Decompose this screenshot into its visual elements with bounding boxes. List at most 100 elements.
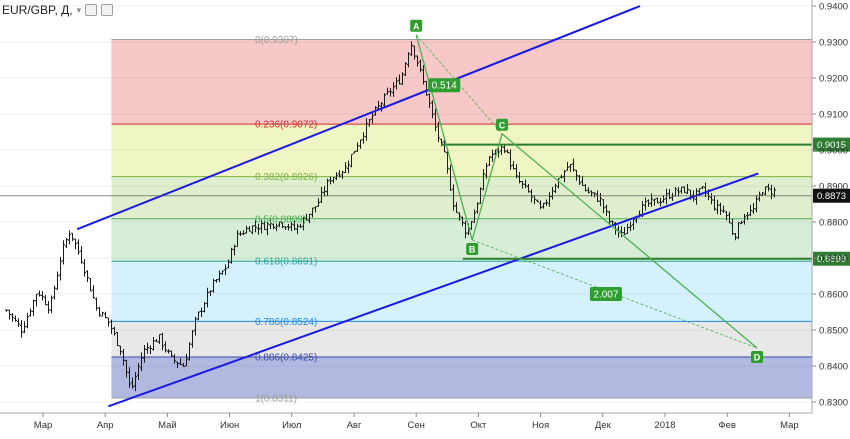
ohlc-bar <box>173 354 176 364</box>
x-tick-label: Дек <box>595 420 612 431</box>
ohlc-bar <box>401 72 404 85</box>
ohlc-bar <box>299 223 302 229</box>
ohlc-bar <box>608 210 611 224</box>
ohlc-bar <box>329 176 332 185</box>
ohlc-bar <box>527 183 530 193</box>
ohlc-bar <box>398 74 401 85</box>
y-tick-label: 0.8700 <box>819 254 848 265</box>
ohlc-bar <box>464 220 467 239</box>
pattern-point-marker[interactable] <box>466 243 479 255</box>
settings-icon[interactable] <box>85 4 98 16</box>
ohlc-bar <box>446 148 449 174</box>
ohlc-bar <box>140 352 143 372</box>
ohlc-bar <box>44 294 47 306</box>
ohlc-bar <box>413 45 416 60</box>
pattern-point-label: D <box>754 353 761 363</box>
ohlc-bar <box>179 358 182 366</box>
ohlc-bar <box>152 337 155 351</box>
ohlc-bar <box>359 139 362 149</box>
ohlc-bar <box>584 183 587 192</box>
ohlc-bar <box>677 187 680 197</box>
y-tick-label: 0.9100 <box>819 110 848 121</box>
ohlc-bar <box>473 209 476 223</box>
x-tick-label: Апр <box>97 420 114 431</box>
x-tick-label: Мар <box>34 420 53 431</box>
ohlc-bar <box>272 223 275 230</box>
ohlc-bar <box>125 359 128 378</box>
ohlc-bar <box>233 244 236 256</box>
ohlc-bar <box>11 313 14 322</box>
ohlc-bar <box>758 191 761 202</box>
ohlc-bar <box>215 279 218 283</box>
ohlc-bar <box>47 301 50 314</box>
pattern-point-marker[interactable] <box>751 351 764 363</box>
ohlc-bar <box>623 227 626 236</box>
ohlc-bar <box>752 202 755 214</box>
ohlc-bar <box>482 169 485 191</box>
ohlc-bar <box>656 197 659 204</box>
ohlc-bar <box>746 212 749 221</box>
ohlc-bar <box>65 237 68 249</box>
pattern-point-marker[interactable] <box>496 118 509 131</box>
x-tick-label: 2018 <box>654 420 675 431</box>
y-tick-label: 0.8900 <box>819 182 848 193</box>
ohlc-bar <box>386 87 389 95</box>
x-tick-label: Фев <box>718 420 736 431</box>
ohlc-bar <box>728 211 731 224</box>
ohlc-bar <box>632 218 635 230</box>
ohlc-bar <box>734 233 737 241</box>
ohlc-bar <box>296 223 299 235</box>
ohlc-bar <box>518 171 521 184</box>
ohlc-bar <box>392 82 395 97</box>
ohlc-bar <box>77 239 80 255</box>
ohlc-bar <box>332 177 335 184</box>
chart-header: EUR/GBP, Д, ▾ <box>2 1 114 19</box>
ohlc-bar <box>320 186 323 203</box>
symbol-title[interactable]: EUR/GBP, Д, <box>2 3 73 17</box>
channel-lower-line[interactable] <box>107 172 759 408</box>
chevron-down-icon[interactable]: ▾ <box>76 4 82 15</box>
ohlc-bar <box>557 178 560 189</box>
ohlc-bar <box>767 183 770 192</box>
fib-zone <box>111 39 813 125</box>
ohlc-bar <box>683 186 686 193</box>
fib-level-label: 0.886(0.8425) <box>255 353 317 364</box>
ohlc-bar <box>83 259 86 277</box>
ohlc-bar <box>80 245 83 264</box>
ohlc-bar <box>326 178 329 197</box>
x-tick-label: Июн <box>220 420 239 431</box>
ohlc-bar <box>200 307 203 317</box>
ohlc-bar <box>314 206 317 213</box>
ohlc-bar <box>197 311 200 321</box>
ohlc-bar <box>470 221 473 230</box>
pattern-point-marker[interactable] <box>410 19 423 32</box>
ohlc-bar <box>35 293 38 307</box>
ohlc-bar <box>521 181 524 189</box>
ohlc-bar <box>620 226 623 238</box>
channel-upper-line[interactable] <box>76 5 641 231</box>
ohlc-bar <box>572 158 575 172</box>
ohlc-bar <box>167 349 170 354</box>
ohlc-bar <box>680 186 683 194</box>
x-tick-label: Мар <box>780 420 799 431</box>
ohlc-bar <box>542 202 545 209</box>
ohlc-bar <box>212 278 215 293</box>
ohlc-bar <box>101 311 104 317</box>
ohlc-bar <box>317 198 320 207</box>
ohlc-bar <box>38 290 41 297</box>
ohlc-bar <box>245 225 248 234</box>
ohlc-bar <box>443 139 446 153</box>
ohlc-bar <box>137 362 140 380</box>
ohlc-bar <box>23 321 26 334</box>
ohlc-bar <box>92 285 95 299</box>
ohlc-bar <box>455 202 458 213</box>
ohlc-bar <box>251 225 254 235</box>
ohlc-bar <box>335 172 338 181</box>
ohlc-bar <box>98 306 101 317</box>
ohlc-bar <box>143 344 146 363</box>
price-badge <box>813 137 850 152</box>
y-tick-label: 0.9000 <box>819 146 848 157</box>
indicator-icon[interactable] <box>101 4 114 16</box>
ohlc-bar <box>110 319 113 335</box>
